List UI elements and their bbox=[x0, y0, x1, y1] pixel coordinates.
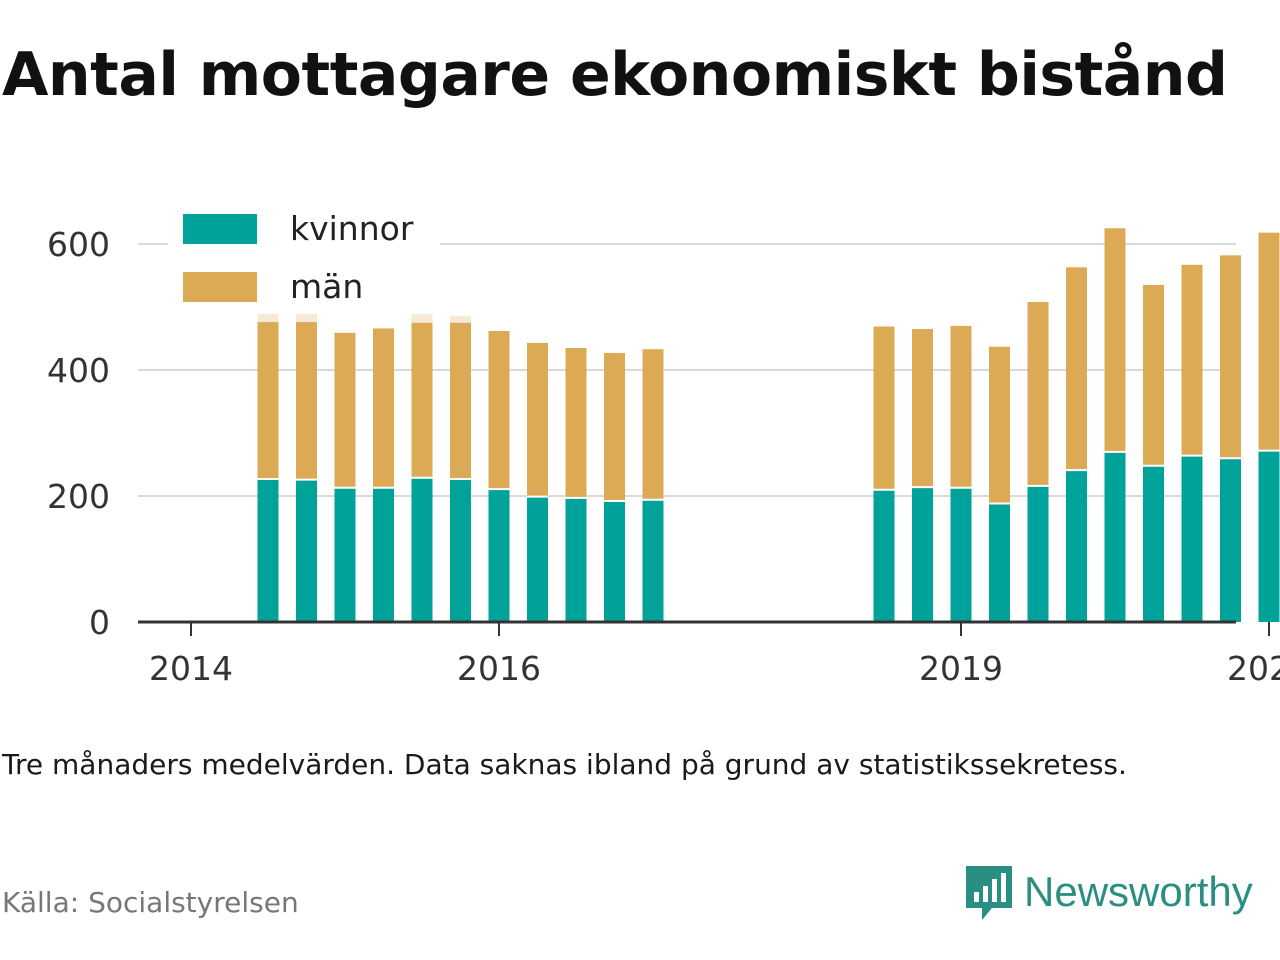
bar-kvinnor bbox=[450, 478, 471, 622]
brand-name: Newsworthy bbox=[1024, 868, 1253, 915]
bar-kvinnor bbox=[989, 503, 1010, 622]
source-credit: Källa: Socialstyrelsen bbox=[2, 886, 299, 919]
y-tick-label: 600 bbox=[47, 225, 110, 264]
bar-man bbox=[1027, 301, 1049, 486]
newsworthy-logo[interactable]: Newsworthy bbox=[964, 862, 1253, 922]
bar-faded-segment bbox=[450, 315, 471, 323]
chart-note: Tre månaders medelvärden. Data saknas ib… bbox=[2, 748, 1127, 781]
bar-kvinnor bbox=[912, 487, 933, 622]
x-tick-label: 2016 bbox=[457, 649, 541, 688]
bar-kvinnor bbox=[373, 487, 394, 622]
bar-man bbox=[950, 325, 972, 488]
bar-man bbox=[334, 332, 356, 488]
bar-man bbox=[1220, 255, 1241, 459]
bar-kvinnor bbox=[411, 477, 433, 622]
newsworthy-logo-icon bbox=[966, 866, 1012, 920]
legend-label-man: män bbox=[290, 267, 363, 306]
bar-man bbox=[873, 326, 895, 490]
bar-man bbox=[1181, 264, 1203, 456]
y-tick-label: 0 bbox=[89, 603, 110, 642]
bar-man bbox=[642, 349, 664, 500]
legend-label-kvinnor: kvinnor bbox=[290, 209, 414, 248]
x-tick-label: 2014 bbox=[149, 649, 233, 688]
bar-man bbox=[1143, 284, 1164, 466]
bar-man bbox=[1066, 267, 1087, 471]
y-tick-label: 400 bbox=[47, 351, 110, 390]
bar-man bbox=[912, 329, 933, 488]
bar-kvinnor bbox=[488, 489, 510, 622]
bar-man bbox=[373, 328, 394, 488]
chart-title: Antal mottagare ekonomiskt bistånd bbox=[2, 40, 1228, 110]
bar-man bbox=[604, 352, 625, 502]
bar-kvinnor bbox=[950, 487, 972, 622]
bar-kvinnor bbox=[1027, 485, 1049, 622]
axes: 020040060020142016201920212023 bbox=[47, 225, 1280, 688]
x-tick-label: 2019 bbox=[919, 649, 1003, 688]
bar-faded-segment bbox=[296, 313, 317, 323]
bar-kvinnor bbox=[257, 478, 279, 622]
bar-kvinnor bbox=[604, 501, 625, 622]
bar-man bbox=[411, 322, 433, 478]
bar-kvinnor bbox=[642, 499, 664, 622]
legend-swatch-kvinnor bbox=[183, 214, 257, 244]
bar-faded-segment bbox=[257, 312, 279, 323]
legend-swatch-man bbox=[183, 272, 257, 302]
bar-kvinnor bbox=[1143, 465, 1164, 622]
bar-man bbox=[450, 322, 471, 479]
bar-kvinnor bbox=[527, 496, 548, 622]
bar-man bbox=[527, 342, 548, 497]
bar-man bbox=[565, 347, 587, 498]
bar-man bbox=[1258, 232, 1280, 451]
bars bbox=[257, 228, 1280, 622]
bar-kvinnor bbox=[334, 487, 356, 622]
bar-kvinnor bbox=[1104, 451, 1126, 622]
x-tick-label: 2021 bbox=[1227, 649, 1280, 688]
bar-faded-segment bbox=[411, 313, 433, 323]
bar-kvinnor bbox=[296, 479, 317, 622]
bar-man bbox=[257, 322, 279, 479]
bar-kvinnor bbox=[1258, 450, 1280, 622]
bar-man bbox=[1104, 228, 1126, 452]
bar-kvinnor bbox=[873, 489, 895, 622]
bar-man bbox=[296, 322, 317, 480]
bar-man bbox=[488, 330, 510, 490]
y-tick-label: 200 bbox=[47, 477, 110, 516]
bar-kvinnor bbox=[1181, 455, 1203, 622]
bar-kvinnor bbox=[565, 497, 587, 622]
legend: kvinnor män bbox=[168, 206, 440, 314]
bar-kvinnor bbox=[1220, 458, 1241, 622]
bar-kvinnor bbox=[1066, 470, 1087, 622]
bar-man bbox=[989, 346, 1010, 504]
